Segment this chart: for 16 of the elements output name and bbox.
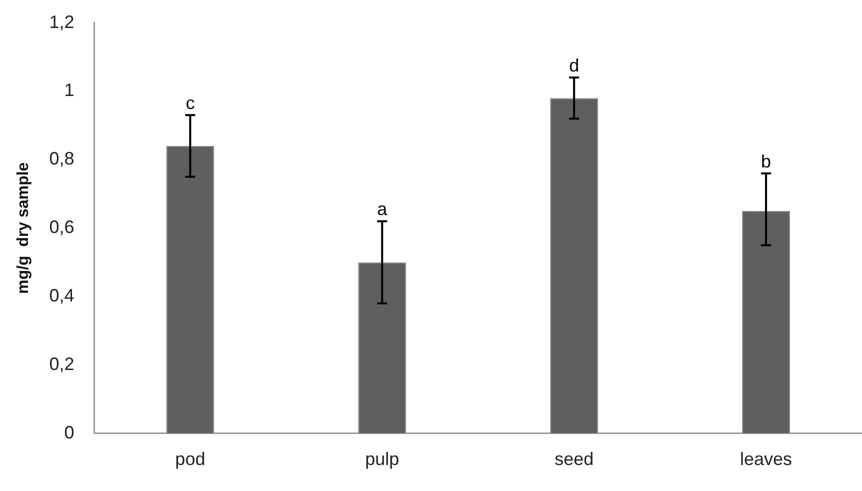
y-tick-label: 0: [64, 422, 74, 442]
annotation: b: [761, 151, 772, 172]
y-tick-label: 0,4: [49, 286, 74, 306]
y-tick-label: 0,6: [49, 217, 74, 238]
x-tick-label: pulp: [365, 449, 400, 470]
x-tick-label: pod: [175, 449, 206, 470]
y-tick-label: 1: [64, 80, 74, 100]
x-tick-label: leaves: [740, 449, 792, 470]
annotation: d: [569, 56, 580, 76]
x-tick-label: seed: [554, 449, 594, 470]
y-tick-label: 0,2: [49, 354, 74, 374]
y-axis-title: mg/g dry sample: [15, 162, 32, 294]
y-tick-label: 0,8: [49, 148, 74, 169]
annotation: a: [377, 199, 388, 220]
y-tick-label: 1,2: [49, 12, 74, 32]
annotation: c: [186, 93, 195, 114]
